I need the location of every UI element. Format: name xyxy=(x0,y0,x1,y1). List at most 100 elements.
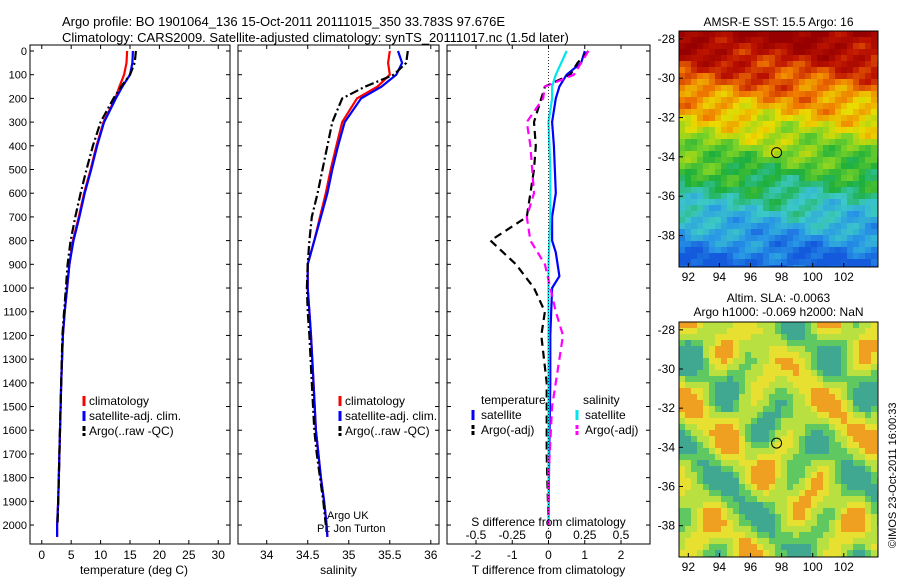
x-axis-label: temperature (deg C) xyxy=(80,563,188,577)
x-tick-label: 5 xyxy=(68,548,75,562)
legend-title-temperature: temperature xyxy=(481,393,546,407)
x-tick-label: 100 xyxy=(803,270,823,284)
t-axis-label: T difference from climatology xyxy=(472,563,626,577)
y-tick-label: 1500 xyxy=(3,402,27,414)
legend-label: satellite xyxy=(481,408,522,422)
x-tick-label: 92 xyxy=(682,270,696,284)
map-panel-2: 92 94 96 98 100 102 -28 -30 -32 -34 -36 -38 Altim. S… xyxy=(658,291,879,574)
y-tick-label: -38 xyxy=(658,519,676,533)
figure-title-line-2: Climatology: CARS2009. Satellite-adjuste… xyxy=(62,30,569,45)
x-tick-label: 30 xyxy=(212,548,226,562)
x-tick-label: 0 xyxy=(545,548,552,562)
y-tick-label: 2000 xyxy=(3,520,27,532)
plot-frame xyxy=(237,44,440,545)
s-tick-label: 0 xyxy=(545,528,552,542)
argo-location-marker xyxy=(771,437,783,449)
y-tick-label: 100 xyxy=(9,70,27,82)
y-tick-label: 500 xyxy=(9,165,27,177)
y-tick-label: -32 xyxy=(658,111,676,125)
y-tick-label: 0 xyxy=(21,46,27,58)
legend-label: satellite xyxy=(585,408,626,422)
legend-label: Argo(..raw -QC) xyxy=(89,424,174,438)
legend-label: Argo(-adj) xyxy=(585,423,638,437)
legend-label: satellite-adj. clim. xyxy=(89,409,181,423)
legend-label: climatology xyxy=(89,394,149,408)
y-tick-label: -34 xyxy=(658,150,676,164)
x-tick-label: 98 xyxy=(775,270,789,284)
y-tick-label: -30 xyxy=(658,71,676,85)
series-line-argo-raw-qc- xyxy=(305,50,409,526)
s-tick-label: 0.5 xyxy=(613,528,630,542)
x-tick-label: 0 xyxy=(38,548,45,562)
profile-panel-1: 0 5 10 15 20 25 300100200300400500600700800900… xyxy=(3,44,231,577)
map-frame xyxy=(678,321,879,558)
x-tick-label: 34 xyxy=(260,548,274,562)
y-tick-label: 400 xyxy=(9,141,27,153)
legend-label: Argo(-adj) xyxy=(481,423,534,437)
s-tick-label: -0.25 xyxy=(499,528,527,542)
s-tick-label: 0.25 xyxy=(573,528,597,542)
y-tick-label: 1700 xyxy=(3,449,27,461)
x-tick-label: 100 xyxy=(803,560,823,574)
y-tick-label: -28 xyxy=(658,323,676,337)
x-tick-label: 20 xyxy=(153,548,167,562)
x-axis-label: salinity xyxy=(320,563,357,577)
y-tick-label: 1600 xyxy=(3,425,27,437)
y-tick-label: 600 xyxy=(9,188,27,200)
s-axis-label: S difference from climatology xyxy=(471,515,626,529)
x-tick-label: 25 xyxy=(182,548,196,562)
x-tick-label: 98 xyxy=(775,560,789,574)
y-tick-label: 200 xyxy=(9,93,27,105)
x-tick-label: 102 xyxy=(834,560,854,574)
x-tick-label: 35.5 xyxy=(378,548,402,562)
y-tick-label: -36 xyxy=(658,189,676,203)
series-line-argo-adj- xyxy=(525,50,590,525)
legend-title-salinity: salinity xyxy=(583,393,620,407)
series-line-argo-raw-qc- xyxy=(56,50,137,526)
argo-location-marker xyxy=(771,147,783,159)
map-panel-1: 92 94 96 98 100 102 -28 -30 -32 -34 -36 -38 AMSR-E S… xyxy=(658,15,879,284)
y-tick-label: 800 xyxy=(9,236,27,248)
y-tick-label: -34 xyxy=(658,440,676,454)
x-tick-label: 1 xyxy=(581,548,588,562)
legend-label: climatology xyxy=(345,394,405,408)
x-tick-label: 34.5 xyxy=(296,548,320,562)
y-tick-label: 1200 xyxy=(3,330,27,342)
y-tick-label: 700 xyxy=(9,212,27,224)
y-tick-label: 1900 xyxy=(3,496,27,508)
x-tick-label: 94 xyxy=(713,560,727,574)
s-tick-label: -0.5 xyxy=(466,528,487,542)
series-line-satellite-adj-clim- xyxy=(306,50,404,537)
series-line-satellite xyxy=(547,50,586,526)
map-frame xyxy=(678,30,879,268)
x-tick-label: 96 xyxy=(744,560,758,574)
credit-text: ©IMOS 23-Oct-2011 16:00:33 xyxy=(887,402,899,548)
y-tick-label: -32 xyxy=(658,401,676,415)
y-tick-label: -36 xyxy=(658,480,676,494)
y-tick-label: 1400 xyxy=(3,378,27,390)
series-line-satellite xyxy=(547,50,568,525)
y-tick-label: -38 xyxy=(658,229,676,243)
y-tick-label: 300 xyxy=(9,117,27,129)
x-tick-label: 35 xyxy=(342,548,356,562)
profile-panel-2: 34 34.5 35 35.5 36 salinity climatologysatelli… xyxy=(237,44,440,577)
series-line-argo-adj- xyxy=(488,50,590,526)
x-tick-label: 92 xyxy=(682,560,696,574)
x-tick-label: 94 xyxy=(713,270,727,284)
x-tick-label: 96 xyxy=(744,270,758,284)
plot-frame xyxy=(29,44,231,545)
x-tick-label: 10 xyxy=(94,548,108,562)
y-tick-label: 1100 xyxy=(3,307,27,319)
annotation-pi: PI: Jon Turton xyxy=(317,523,385,535)
series-line-satellite-adj-clim- xyxy=(55,50,134,537)
figure-title-line-1: Argo profile: BO 1901064_136 15-Oct-2011… xyxy=(62,14,506,29)
x-tick-label: 15 xyxy=(123,548,137,562)
sla-map-title: Altim. SLA: -0.0063 xyxy=(727,291,831,305)
y-tick-label: -30 xyxy=(658,362,676,376)
annotation-institution: Argo UK xyxy=(327,510,369,522)
y-tick-label: -28 xyxy=(658,32,676,46)
x-tick-label: -1 xyxy=(507,548,518,562)
sst-map-title: AMSR-E SST: 15.5 Argo: 16 xyxy=(703,15,853,29)
profile-panel-3: -2 -1 0 1 2 -0.5 -0.25 0 0.25 0.5S difference fro… xyxy=(446,44,651,577)
